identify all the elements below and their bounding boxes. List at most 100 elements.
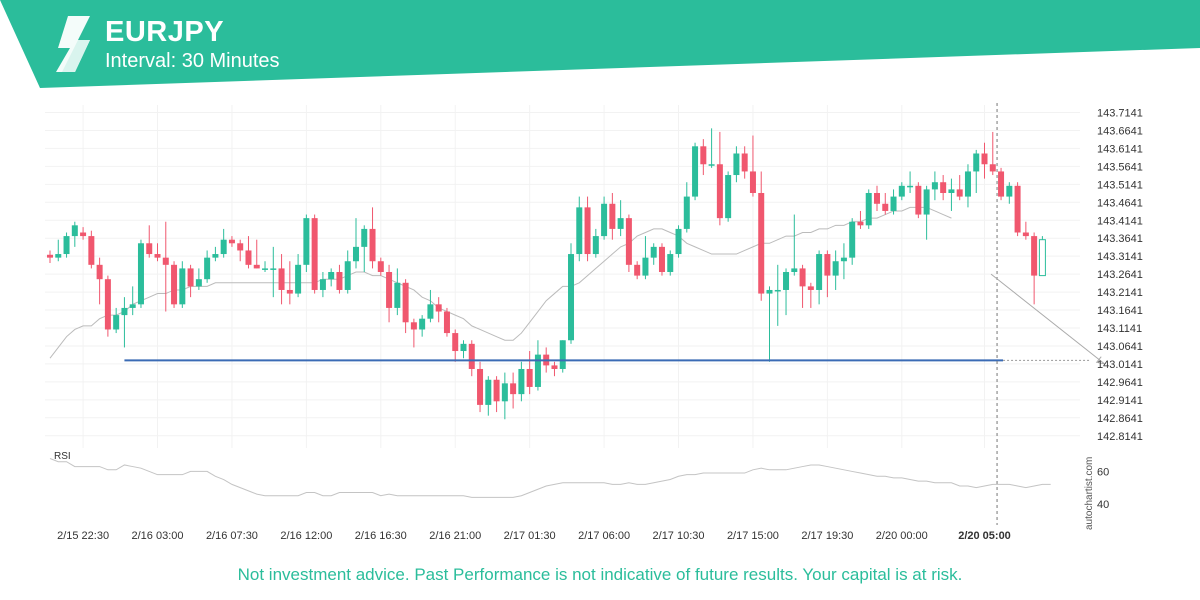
price-tick-label: 143.0641 [1097, 341, 1143, 353]
time-tick-label: 2/20 00:00 [876, 530, 928, 542]
candle-body [642, 257, 649, 276]
candle [212, 246, 219, 262]
candle [137, 239, 144, 308]
candle [352, 218, 359, 269]
risk-disclaimer: Not investment advice. Past Performance … [237, 565, 963, 584]
candle [104, 275, 111, 337]
candle [336, 264, 343, 294]
time-tick-label: 2/15 22:30 [57, 530, 109, 542]
candle-body [88, 236, 95, 265]
rsi-tick-label: 40 [1097, 499, 1109, 511]
price-tick-label: 143.6141 [1097, 143, 1143, 155]
overlay-layer [124, 103, 1105, 525]
candle [526, 351, 533, 395]
candle-body [807, 286, 814, 290]
candle-body [518, 368, 525, 395]
candle-body [47, 254, 53, 258]
candle-body [989, 164, 996, 172]
candle [832, 250, 839, 290]
time-tick-label: 2/16 07:30 [206, 530, 258, 542]
candle [204, 250, 211, 283]
candle-body [113, 315, 120, 330]
candle [857, 210, 864, 229]
candle-body [311, 218, 318, 290]
candle-body [262, 268, 269, 270]
candle-body [1006, 185, 1013, 197]
time-tick-label: 2/17 19:30 [801, 530, 853, 542]
candle [568, 243, 575, 344]
candle [931, 171, 938, 201]
candle [973, 149, 980, 193]
candle [890, 189, 897, 215]
candle [121, 297, 128, 348]
time-tick-label: 2/17 15:00 [727, 530, 779, 542]
candle-body [319, 279, 326, 290]
candle-body [237, 243, 244, 251]
candle [766, 286, 773, 362]
candle [295, 254, 302, 298]
candle [311, 214, 318, 294]
candle [559, 340, 566, 373]
candle [88, 230, 95, 269]
candle [733, 146, 740, 183]
candle-body [493, 379, 500, 402]
candle-body [849, 221, 856, 258]
candle-body [774, 289, 781, 292]
candle [799, 264, 806, 308]
price-tick-label: 143.2641 [1097, 269, 1143, 281]
candle [80, 227, 87, 240]
candle [402, 279, 409, 334]
time-tick-label: 2/17 06:00 [578, 530, 630, 542]
candle [741, 146, 748, 179]
candle [882, 192, 889, 215]
candle-body [584, 207, 591, 255]
candle-body [733, 153, 740, 176]
candle-body [344, 261, 351, 290]
candle [617, 200, 624, 237]
candle [956, 175, 963, 201]
candle [55, 239, 62, 262]
chart-grid [45, 105, 1080, 448]
candle-body [816, 254, 823, 290]
candle-body [154, 254, 161, 258]
interval-subtitle: Interval: 30 Minutes [105, 50, 280, 72]
candle [708, 128, 715, 168]
candle [179, 261, 186, 308]
candle-body [840, 257, 847, 262]
header-banner: EURJPY Interval: 30 Minutes [0, 0, 1200, 90]
price-tick-label: 143.1141 [1097, 323, 1142, 335]
time-axis: 2/15 22:30 2/16 03:00 2/16 07:30 2/16 12:00… [57, 530, 1011, 542]
candle-body [386, 272, 393, 308]
candle [485, 376, 492, 416]
candle [1031, 232, 1038, 305]
time-tick-label: 2/17 10:30 [653, 530, 705, 542]
candle-body [534, 354, 541, 387]
candle [964, 164, 971, 208]
candle [435, 297, 442, 323]
candle-body [882, 203, 889, 211]
candle-body [799, 268, 806, 287]
candle-body [749, 171, 756, 193]
rsi-label: RSI [54, 451, 71, 462]
candle [534, 340, 541, 391]
candle-body [80, 232, 87, 237]
candle [394, 268, 401, 316]
candle-body [71, 225, 78, 237]
candle-body [452, 333, 459, 352]
candle [518, 361, 525, 402]
candle-body [336, 272, 343, 290]
candle [625, 214, 632, 273]
candle-body [1014, 185, 1021, 233]
candle-body [890, 196, 897, 211]
candle [477, 361, 484, 413]
candle [468, 340, 475, 377]
candle-body [907, 185, 914, 188]
price-tick-label: 143.3641 [1097, 233, 1143, 245]
candle-body [915, 185, 922, 215]
candle [286, 261, 293, 305]
price-tick-label: 142.9141 [1097, 395, 1143, 407]
candle [319, 272, 326, 298]
candle-body [857, 221, 864, 226]
price-tick-label: 143.6641 [1097, 125, 1143, 137]
time-tick-label: 2/16 16:30 [355, 530, 407, 542]
